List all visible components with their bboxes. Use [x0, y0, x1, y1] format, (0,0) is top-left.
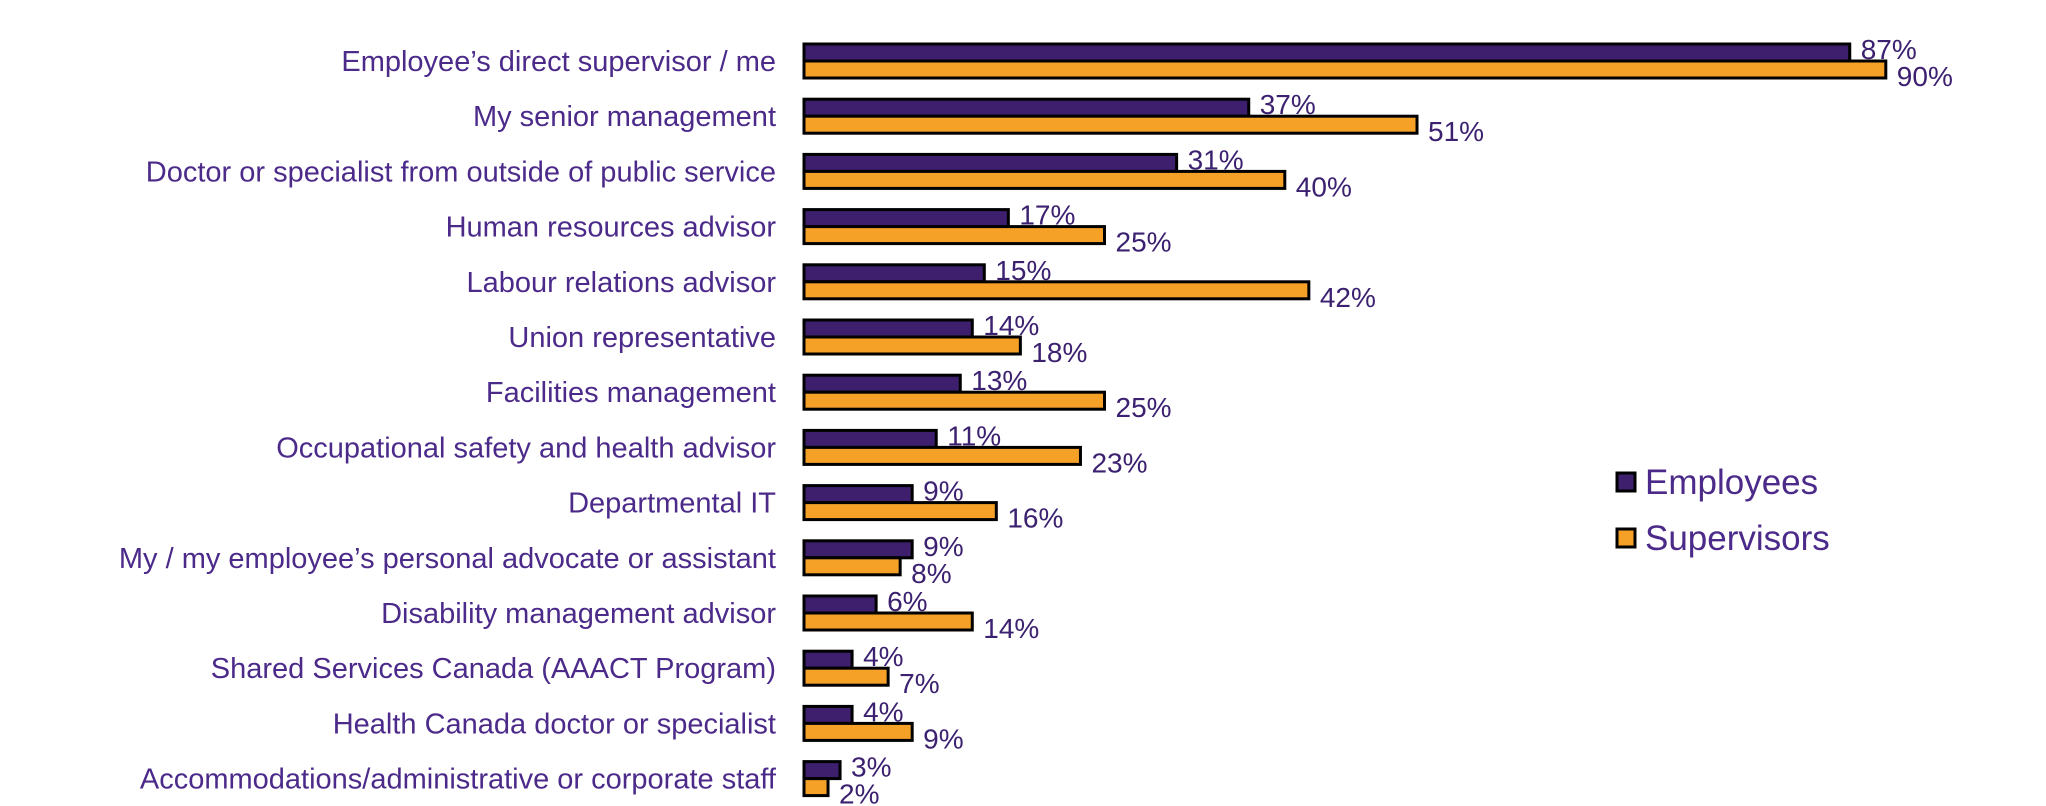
employees-bar [802, 42, 1852, 63]
category-label: Disability management advisor [381, 598, 776, 630]
supervisors-value-label: 8% [911, 558, 951, 589]
supervisors-value-label: 25% [1116, 392, 1172, 423]
employees-value-label: 11% [947, 420, 1001, 451]
supervisors-bar [802, 280, 1311, 301]
value-labels: 87%90%37%51%31%40%17%25%15%42%14%18%13%2… [839, 34, 1953, 806]
category-label: Employee’s direct supervisor / me [341, 46, 776, 78]
employees-value-label: 87% [1861, 34, 1917, 65]
supervisors-value-label: 18% [1031, 337, 1087, 368]
employees-value-label: 14% [983, 310, 1039, 341]
supervisors-value-label: 51% [1428, 116, 1484, 147]
category-label: Union representative [508, 322, 776, 354]
employees-legend-swatch [1615, 471, 1637, 493]
bars-group [802, 42, 1888, 798]
employees-bar [802, 539, 914, 560]
supervisors-value-label: 7% [899, 668, 939, 699]
employees-bar [802, 428, 938, 449]
employees-bar [802, 704, 854, 725]
employees-bar [802, 484, 914, 505]
supervisors-bar [802, 666, 890, 687]
category-label: My senior management [473, 101, 776, 133]
employees-bar [802, 594, 878, 615]
category-label: Occupational safety and health advisor [276, 432, 776, 464]
supervisors-bar [802, 611, 974, 632]
employees-bar [802, 373, 962, 394]
supervisors-legend-swatch [1615, 527, 1637, 549]
category-label: Human resources advisor [446, 212, 777, 244]
employees-legend-label: Employees [1645, 463, 1818, 502]
employees-bar [802, 318, 974, 339]
supervisors-bar [802, 556, 902, 577]
employees-value-label: 9% [923, 476, 963, 507]
employees-bar [802, 760, 842, 781]
legend: Employees Supervisors [1615, 463, 1830, 558]
supervisors-legend-label: Supervisors [1645, 519, 1830, 558]
category-label: Health Canada doctor or specialist [333, 708, 776, 740]
supervisors-bar [802, 114, 1419, 135]
category-label: Accommodations/administrative or corpora… [140, 764, 777, 796]
category-label: Facilities management [486, 377, 776, 409]
category-label: Shared Services Canada (AAACT Program) [211, 653, 776, 685]
employees-bar [802, 97, 1251, 118]
employees-value-label: 6% [887, 586, 927, 617]
supervisors-value-label: 40% [1296, 171, 1352, 202]
supervisors-bar [802, 390, 1106, 411]
supervisors-value-label: 25% [1116, 227, 1172, 258]
category-label: Labour relations advisor [466, 267, 776, 299]
supervisors-value-label: 42% [1320, 282, 1376, 313]
supervisors-bar [802, 59, 1888, 80]
supervisors-bar [802, 335, 1022, 356]
employees-value-label: 17% [1019, 200, 1075, 231]
employees-value-label: 15% [995, 255, 1051, 286]
supervisors-bar [802, 721, 914, 742]
employees-bar [802, 649, 854, 670]
employees-value-label: 13% [971, 365, 1027, 396]
category-label: Doctor or specialist from outside of pub… [146, 156, 776, 188]
supervisors-bar [802, 225, 1106, 246]
supervisors-value-label: 2% [839, 779, 879, 806]
supervisors-value-label: 16% [1007, 503, 1063, 534]
category-label: Departmental IT [568, 488, 776, 520]
supervisors-value-label: 9% [923, 723, 963, 754]
employees-bar [802, 263, 986, 284]
supervisors-value-label: 14% [983, 613, 1039, 644]
supervisors-bar [802, 501, 998, 522]
employees-bar [802, 208, 1010, 229]
employees-bar [802, 152, 1179, 173]
category-labels: Employee’s direct supervisor / me My seni… [119, 46, 777, 796]
supervisors-bar [802, 445, 1082, 466]
employees-value-label: 31% [1188, 144, 1244, 175]
supervisors-bar [802, 169, 1287, 190]
supervisors-value-label: 23% [1091, 447, 1147, 478]
employees-value-label: 4% [863, 696, 903, 727]
supervisors-value-label: 90% [1897, 61, 1953, 92]
employees-value-label: 3% [851, 752, 891, 783]
employees-value-label: 4% [863, 641, 903, 672]
category-label: My / my employee’s personal advocate or … [119, 543, 776, 575]
employees-value-label: 37% [1260, 89, 1316, 120]
employees-value-label: 9% [923, 531, 963, 562]
supervisors-bar [802, 777, 830, 798]
